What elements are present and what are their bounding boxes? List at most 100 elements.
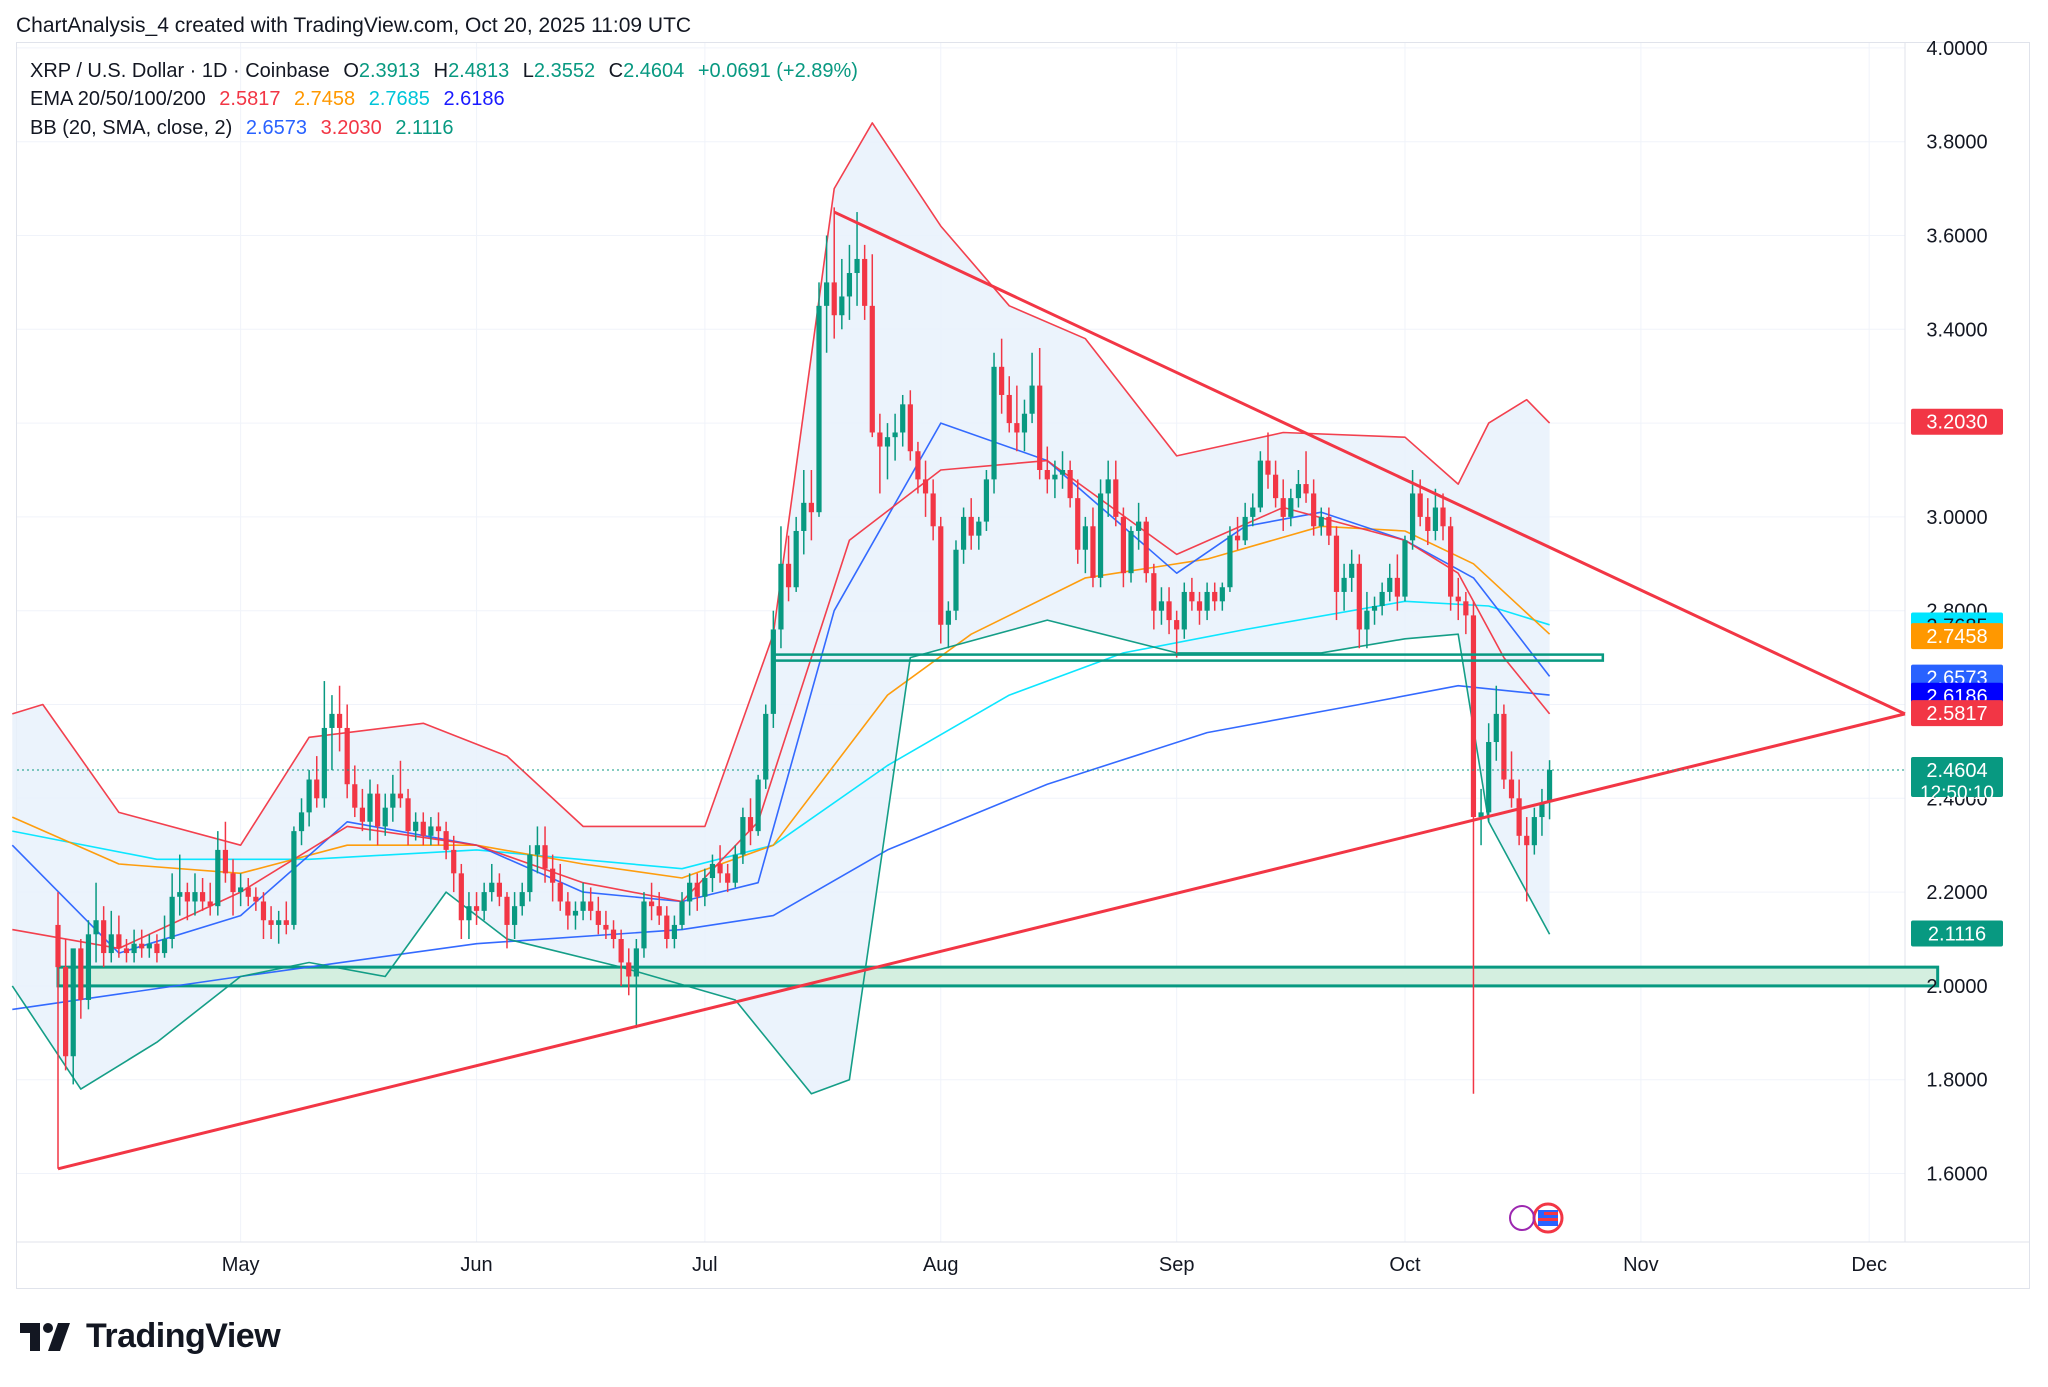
candle <box>801 470 807 555</box>
candle-body <box>976 521 982 536</box>
candle-body <box>420 821 426 836</box>
candle-body <box>687 882 693 902</box>
candle-body <box>367 793 373 822</box>
candle <box>572 901 579 930</box>
candle-body <box>473 906 480 911</box>
candle-body <box>1333 535 1340 592</box>
candle <box>527 845 533 902</box>
candle-body <box>336 713 343 728</box>
candle <box>588 887 594 921</box>
candle <box>763 704 769 789</box>
candle-body <box>1394 577 1400 597</box>
candle <box>1234 516 1241 550</box>
candle <box>512 892 518 939</box>
candle <box>108 910 114 963</box>
candle-body <box>1288 498 1294 517</box>
price-chart[interactable]: 1.60001.80002.00002.20002.40002.60002.80… <box>0 0 2048 1300</box>
candle-body <box>1219 587 1225 602</box>
candle-body <box>1120 516 1126 574</box>
legend-bb-row[interactable]: BB (20, SMA, close, 2) 2.6573 3.2030 2.1… <box>30 117 462 140</box>
candle-body <box>496 882 502 897</box>
candle-body <box>291 831 297 925</box>
us-flag-stripe <box>1544 1212 1558 1215</box>
candle-body <box>900 404 906 433</box>
candle-body <box>922 479 929 494</box>
candle-body <box>1371 606 1378 611</box>
candle <box>991 352 997 494</box>
candle-body <box>1440 507 1446 527</box>
candle <box>146 934 152 958</box>
candle <box>268 906 274 939</box>
x-tick-label: Nov <box>1623 1254 1659 1276</box>
candle <box>1288 488 1294 527</box>
candle <box>1295 470 1302 508</box>
high-value: 2.4813 <box>448 60 510 82</box>
candle <box>869 254 875 438</box>
candle-body <box>717 863 723 874</box>
candle-body <box>413 821 419 832</box>
candle <box>55 892 61 1169</box>
candle-body <box>1455 596 1461 602</box>
candle <box>260 892 267 939</box>
candle <box>314 756 320 808</box>
candle <box>1052 460 1058 499</box>
candle <box>359 788 365 832</box>
line-ema200 <box>12 684 1550 1011</box>
candles <box>55 207 1553 1169</box>
candle-body <box>1349 563 1355 578</box>
candle <box>466 892 472 939</box>
candle <box>595 896 601 935</box>
candle <box>534 826 541 874</box>
candle <box>154 934 160 963</box>
candle <box>1516 779 1522 846</box>
candle-body <box>344 727 350 785</box>
price-tag-bg <box>1911 756 2003 797</box>
candle <box>656 892 662 925</box>
candle <box>1143 516 1149 583</box>
candle-body <box>1432 507 1439 531</box>
candle <box>291 826 297 930</box>
candle-body <box>884 437 891 447</box>
candle-body <box>915 451 921 480</box>
candle-body <box>321 727 327 799</box>
candle-body <box>1250 507 1256 517</box>
candle <box>207 882 213 916</box>
candle <box>1250 493 1256 527</box>
candle-body <box>968 516 974 536</box>
price-tag-text: 2.5817 <box>1926 703 1987 725</box>
candle-body <box>146 943 152 949</box>
candle <box>884 423 891 480</box>
candle <box>1166 587 1172 635</box>
candle-body <box>595 910 601 925</box>
line-bb-basis <box>11 422 1551 954</box>
candle-body <box>534 845 541 855</box>
candle <box>610 920 617 949</box>
tradingview-logo[interactable]: TradingView <box>20 1317 281 1356</box>
candle-body <box>960 516 967 550</box>
line-ema20 <box>12 459 1551 950</box>
candle-body <box>747 817 754 832</box>
candle <box>1219 582 1225 611</box>
candle-body <box>824 282 830 306</box>
candle-body <box>154 943 160 954</box>
candle <box>405 788 411 846</box>
candle <box>1326 507 1332 546</box>
candle-body <box>854 258 860 274</box>
candle-body <box>314 779 320 799</box>
candle-body <box>55 924 61 968</box>
candle <box>694 873 700 911</box>
bb-upper-value: 3.2030 <box>320 117 382 139</box>
price-axis: 1.60001.80002.00002.20002.40002.60002.80… <box>1911 38 2003 1186</box>
legend-ema-row[interactable]: EMA 20/50/100/200 2.5817 2.7458 2.7685 2… <box>30 88 513 111</box>
candle <box>504 892 510 949</box>
candle <box>1303 451 1309 503</box>
candle <box>1044 446 1050 494</box>
candle-body <box>123 948 130 954</box>
candle <box>922 460 929 517</box>
candle-body <box>945 610 951 625</box>
candle-body <box>1196 601 1203 611</box>
candle-body <box>1059 470 1066 475</box>
ema-label: EMA 20/50/100/200 <box>30 88 206 110</box>
candle-body <box>763 713 769 780</box>
